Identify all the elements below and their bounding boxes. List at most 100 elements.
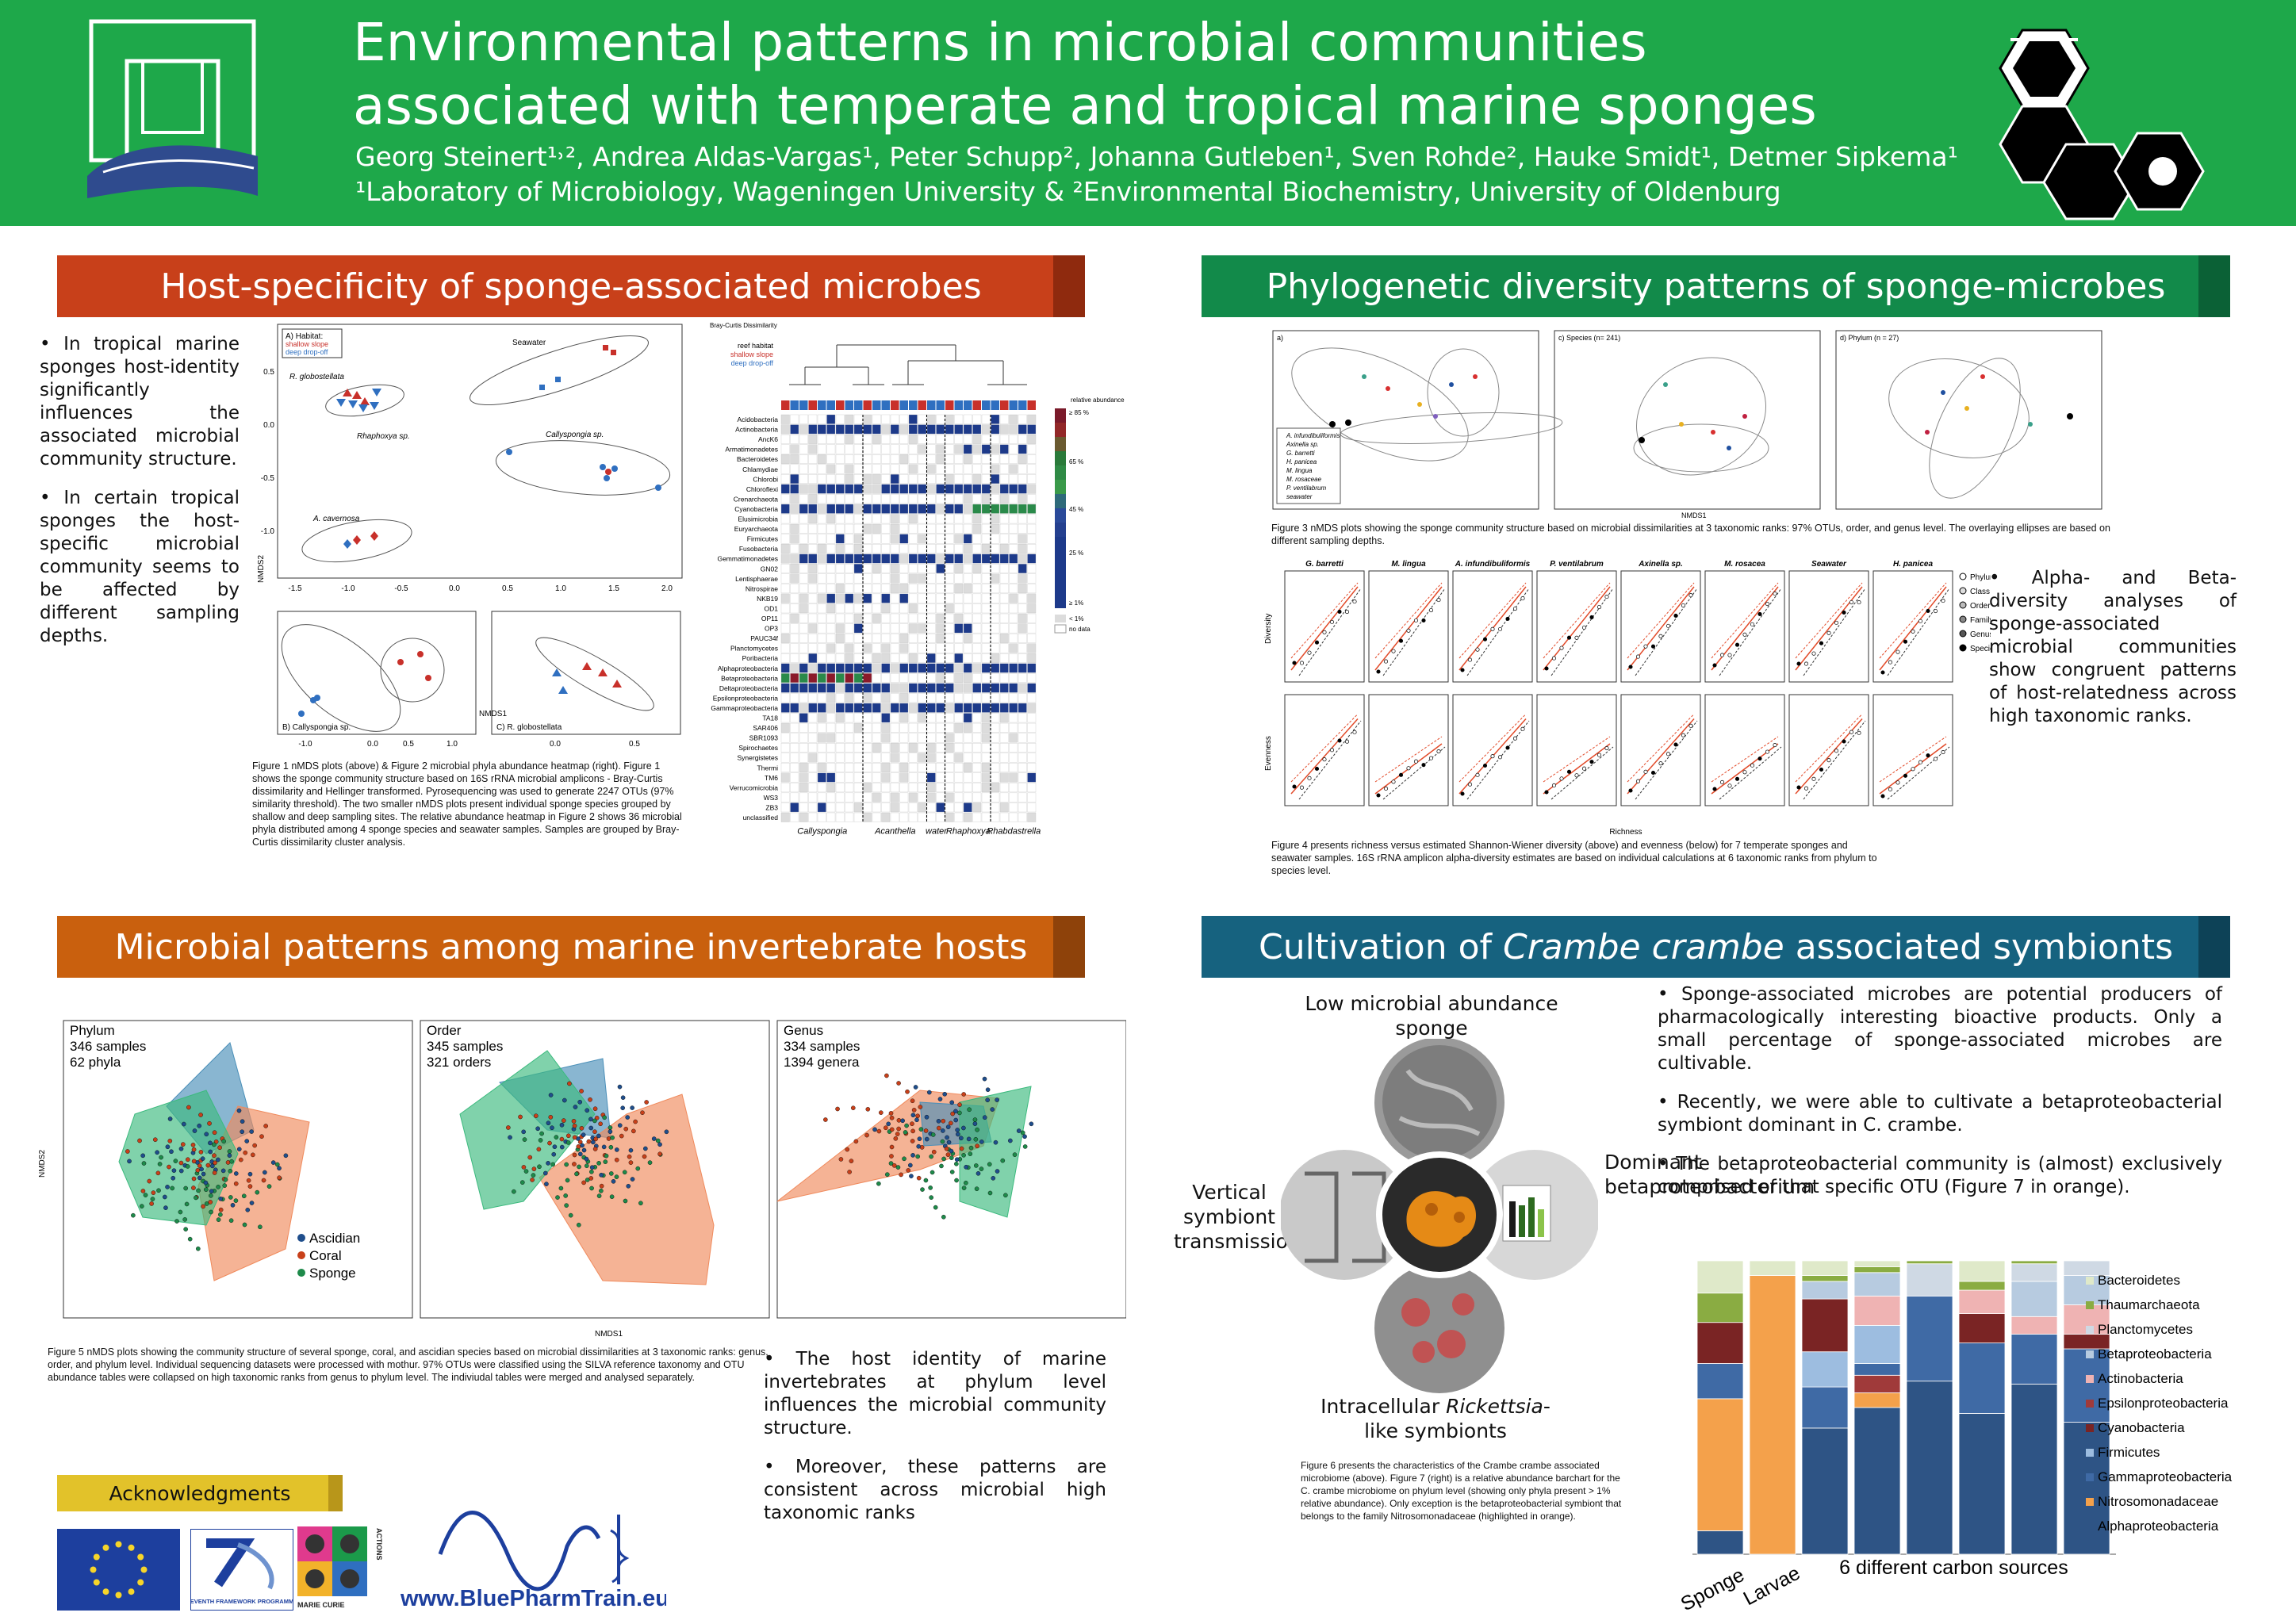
group-label: water: [926, 827, 948, 837]
grid-panel: [1368, 694, 1449, 806]
heatmap-cell: [872, 772, 881, 783]
sample-point: [537, 1164, 542, 1170]
bar-segment: [1801, 1275, 1849, 1282]
heatmap-cell: [826, 494, 836, 504]
diversity-point: [1544, 790, 1549, 795]
diversity-point: [1322, 757, 1327, 762]
diversity-point: [1391, 779, 1396, 784]
heatmap-cell: [799, 454, 808, 464]
heatmap-cell: [780, 534, 790, 544]
heatmap-cell: [835, 713, 845, 723]
diversity-point: [1842, 739, 1846, 744]
heatmap-cell: [954, 424, 964, 435]
eu-star: [102, 1588, 109, 1595]
diversity-point: [1406, 766, 1411, 771]
heatmap-cell: [954, 414, 964, 424]
heatmap-cell: [999, 663, 1009, 673]
phylum-label: ZB3: [765, 803, 778, 811]
sample-point: [945, 1124, 951, 1129]
heatmap-cell: [881, 792, 891, 802]
label-part: -like symbionts: [1364, 1395, 1550, 1442]
heatmap-cell: [899, 414, 909, 424]
heatmap-cell: [890, 613, 899, 623]
heatmap-cell: [926, 593, 936, 603]
sample-point: [204, 1187, 209, 1193]
heatmap-cell: [863, 753, 872, 763]
heatmap-cell: [908, 414, 918, 424]
sample-point: [199, 1166, 204, 1172]
phylum-label: Deltaproteobacteria: [719, 684, 778, 692]
heatmap-cell: [1009, 693, 1018, 703]
heatmap-cell: [963, 663, 972, 673]
heatmap-cell: [991, 753, 1000, 763]
phylum-label: NKB19: [757, 595, 778, 603]
phylum-label: Bacteroidetes: [737, 455, 778, 463]
heatmap-cell: [826, 643, 836, 653]
heatmap-cell: [945, 584, 954, 594]
section-heading-phylogenetic-diversity: Phylogenetic diversity patterns of spong…: [1202, 255, 2230, 317]
heatmap-cell: [890, 484, 899, 494]
phylum-label: OD1: [765, 604, 779, 612]
scale-swatch: [1055, 565, 1066, 580]
heatmap-cell: [908, 733, 918, 743]
sample-point: [985, 1087, 991, 1093]
sample-point: [614, 1174, 619, 1179]
heatmap-cell: [863, 553, 872, 564]
heatmap-cell: [936, 444, 945, 454]
heatmap-cell: [945, 414, 954, 424]
header-banner: Environmental patterns in microbial comm…: [0, 0, 2296, 226]
heatmap-cell: [963, 504, 972, 514]
heatmap-cell: [1027, 643, 1037, 653]
heatmap-cell: [899, 623, 909, 634]
heatmap-cell: [1027, 743, 1037, 753]
diversity-point: [1635, 779, 1641, 783]
heatmap-cell: [890, 633, 899, 643]
sample-point: [277, 1166, 282, 1171]
heatmap-cell: [899, 464, 909, 474]
phylum-label: GN02: [761, 565, 778, 573]
heatmap-cell: [853, 673, 863, 683]
sample-point: [910, 1139, 915, 1143]
legend-swatch: [2086, 1326, 2094, 1334]
diversity-point: [1712, 663, 1717, 668]
svg-text:0.5: 0.5: [403, 740, 414, 749]
heatmap-cell: [999, 743, 1009, 753]
sample-point: [201, 1204, 205, 1209]
heatmap-cell: [890, 523, 899, 534]
heatmap-cell: [780, 703, 790, 713]
fit-line: [1290, 586, 1359, 671]
heatmap-cell: [890, 454, 899, 464]
heatmap-cell: [954, 553, 964, 564]
diversity-point: [1307, 650, 1312, 655]
heatmap-cell: [872, 703, 881, 713]
heatmap-cell: [918, 722, 927, 733]
fig3-points: [1329, 374, 2073, 450]
heatmap-cell: [981, 454, 991, 464]
heatmap-cell: [963, 564, 972, 573]
heatmap-cell: [972, 553, 982, 564]
heatmap-cell: [826, 693, 836, 703]
heatmap-cell: [999, 802, 1009, 813]
sample-point: [642, 1154, 647, 1159]
heatmap-cell: [780, 464, 790, 474]
sample-point: [972, 1117, 978, 1122]
heatmap-cell: [991, 683, 1000, 693]
heatmap-cell: [945, 454, 954, 464]
diversity-point: [1742, 770, 1747, 775]
heatmap-cell: [963, 693, 972, 703]
label-seawater: Seawater: [512, 339, 546, 347]
sample-point: [967, 1107, 972, 1113]
heatmap-cell: [963, 543, 972, 553]
sample-point: [208, 1200, 213, 1205]
heatmap-cell: [1027, 464, 1037, 474]
ci-line: [1887, 746, 1950, 800]
habitat-cell: [1009, 400, 1018, 410]
heatmap-cell: [926, 573, 936, 584]
sample-point: [630, 1177, 635, 1182]
heatmap-cell: [808, 543, 818, 553]
heatmap-cell: [881, 763, 891, 772]
bluepharmtrain-url[interactable]: www.BluePharmTrain.eu: [400, 1586, 666, 1611]
sample-point: [1022, 1144, 1028, 1149]
heatmap-cell: [972, 434, 982, 444]
heatmap-cell: [845, 523, 854, 534]
